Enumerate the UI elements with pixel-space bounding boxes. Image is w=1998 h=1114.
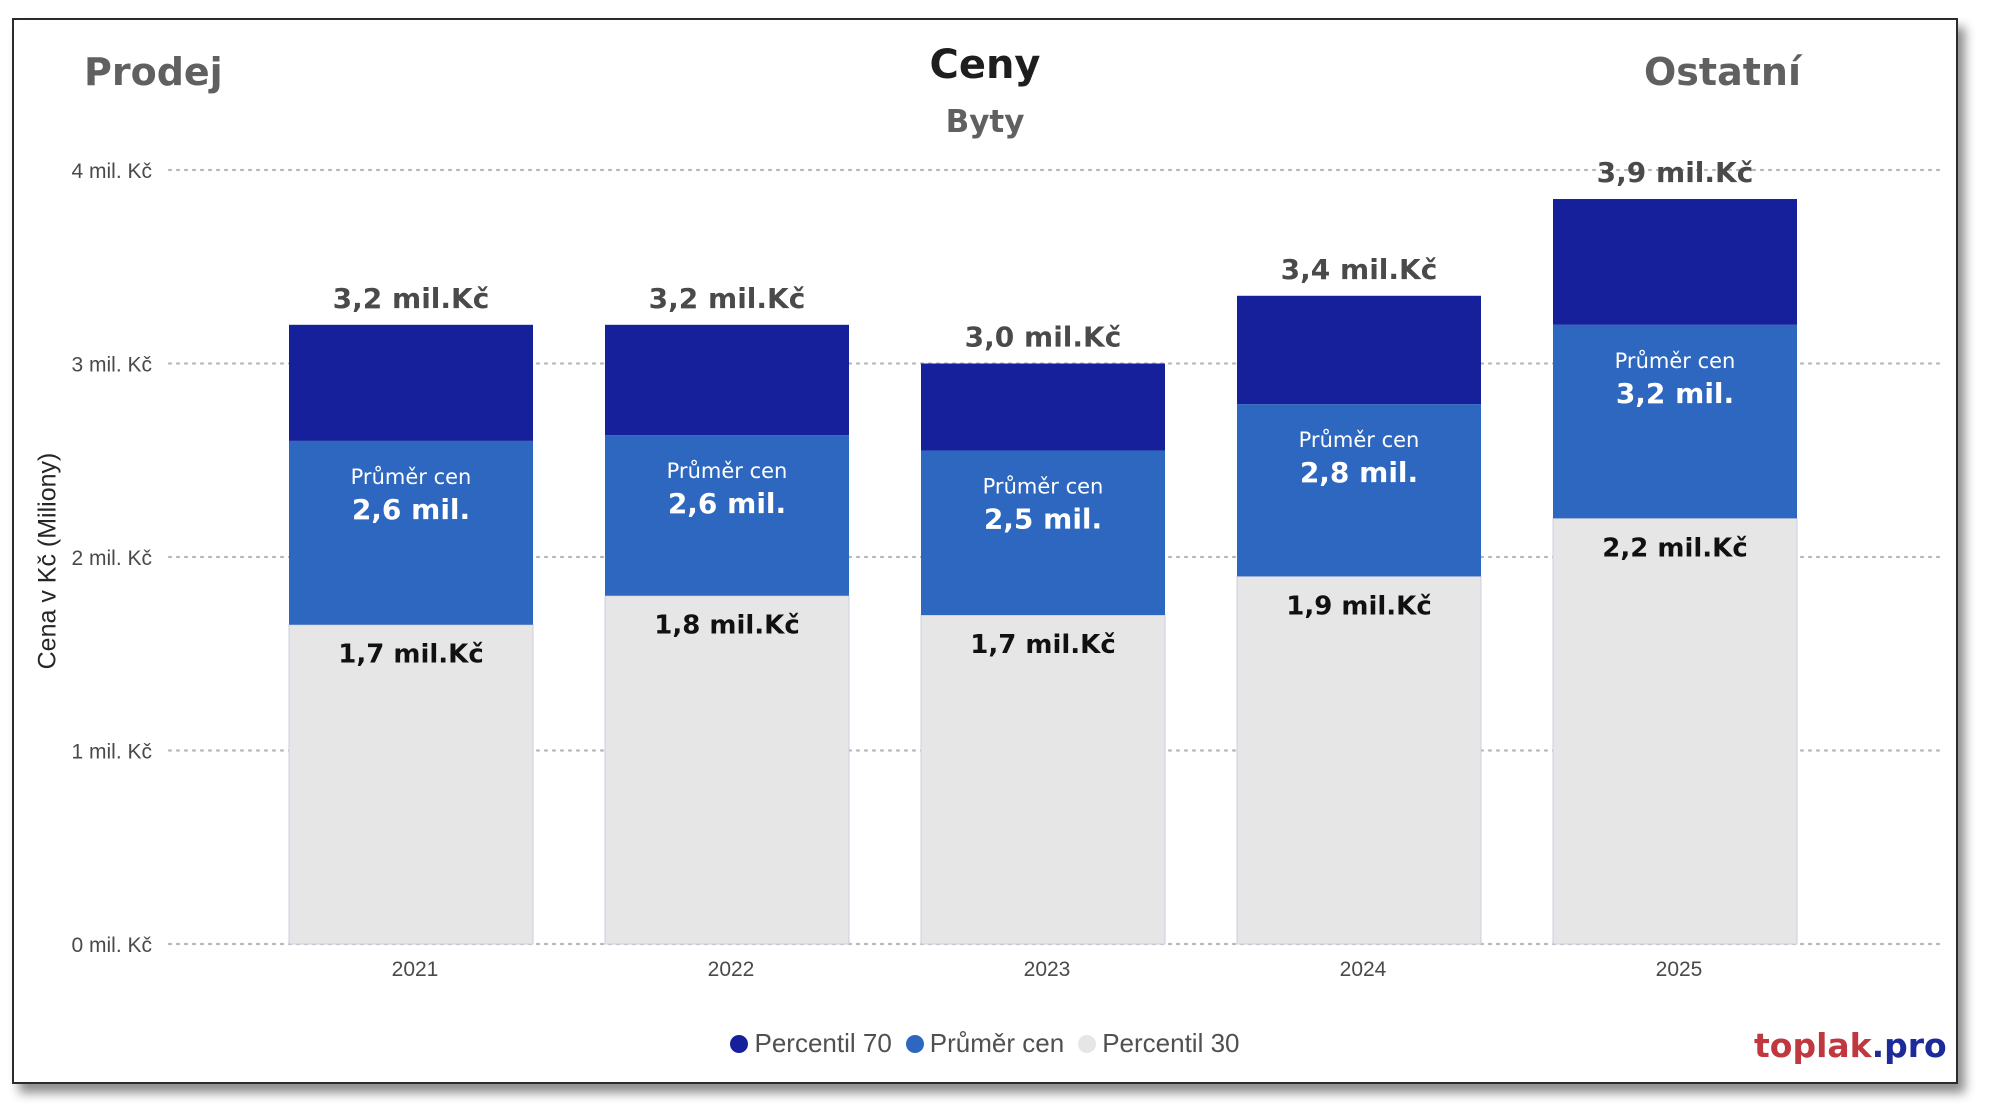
bar-percentil-70 bbox=[289, 324, 533, 441]
data-label-prumer-cen: 2,8 mil. bbox=[1300, 456, 1418, 489]
bar-prumer-cen bbox=[1237, 404, 1481, 577]
legend-item-percentil-70[interactable]: Percentil 70 bbox=[730, 1028, 892, 1059]
data-label-percentil-70: 3,0 mil.Kč bbox=[965, 321, 1122, 354]
data-label-percentil-30: 1,7 mil.Kč bbox=[970, 630, 1115, 660]
data-label-prumer-cen: 2,5 mil. bbox=[984, 503, 1102, 536]
bar-percentil-30 bbox=[1552, 517, 1798, 945]
bar-percentil-70 bbox=[1553, 199, 1797, 325]
bar-percentil-30 bbox=[288, 624, 534, 945]
x-tick-label: 2025 bbox=[1656, 958, 1703, 981]
data-label-percentil-70: 3,2 mil.Kč bbox=[333, 282, 490, 315]
brand-logo: toplak.pro bbox=[1754, 1026, 1947, 1065]
legend-label: Průměr cen bbox=[929, 1028, 1065, 1058]
x-tick-label: 2023 bbox=[1024, 958, 1071, 981]
bar-percentil-70 bbox=[921, 363, 1165, 451]
data-label-percentil-70: 3,2 mil.Kč bbox=[649, 282, 806, 315]
legend-dot-p70-icon bbox=[730, 1034, 749, 1053]
y-tick-label: 1 mil. Kč bbox=[71, 741, 152, 764]
header-left: Prodej bbox=[84, 50, 223, 94]
brand-part-1: toplak bbox=[1754, 1026, 1872, 1065]
data-label-percentil-70: 3,9 mil.Kč bbox=[1597, 156, 1754, 189]
data-label-avg-caption: Průměr cen bbox=[351, 465, 472, 489]
bar-prumer-cen bbox=[1553, 324, 1797, 519]
x-tick-label: 2024 bbox=[1340, 958, 1387, 981]
y-tick-label: 2 mil. Kč bbox=[71, 547, 152, 570]
chart-subtitle: Byty bbox=[945, 104, 1025, 140]
legend-label: Percentil 70 bbox=[754, 1028, 892, 1058]
data-label-avg-caption: Průměr cen bbox=[983, 475, 1104, 499]
bar-percentil-30 bbox=[920, 614, 1166, 945]
data-label-avg-caption: Průměr cen bbox=[667, 459, 788, 483]
bar-prumer-cen bbox=[605, 435, 849, 596]
data-label-avg-caption: Průměr cen bbox=[1299, 428, 1420, 452]
bar-percentil-70 bbox=[1237, 295, 1481, 405]
data-label-prumer-cen: 2,6 mil. bbox=[668, 487, 786, 520]
data-label-prumer-cen: 2,6 mil. bbox=[352, 493, 470, 526]
bar-chart: 0 mil. Kč 1 mil. Kč 2 mil. Kč 3 mil. Kč 4 mi… bbox=[71, 156, 1946, 981]
data-label-avg-caption: Průměr cen bbox=[1615, 349, 1736, 373]
legend: Percentil 70 Průměr cen Percentil 30 bbox=[14, 1028, 1956, 1059]
legend-item-prumer-cen[interactable]: Průměr cen bbox=[905, 1028, 1065, 1059]
legend-dot-avg-icon bbox=[905, 1034, 924, 1053]
y-tick-label: 4 mil. Kč bbox=[71, 160, 152, 183]
data-label-percentil-30: 1,9 mil.Kč bbox=[1286, 591, 1431, 621]
bar-percentil-30 bbox=[604, 595, 850, 945]
chart-frame: Prodej Ceny Byty Ostatní Cena v Kč (Mili… bbox=[12, 18, 1958, 1084]
y-tick-label: 3 mil. Kč bbox=[71, 354, 152, 377]
brand-dot: . bbox=[1871, 1026, 1885, 1065]
legend-item-percentil-30[interactable]: Percentil 30 bbox=[1078, 1028, 1240, 1059]
brand-part-2: pro bbox=[1884, 1026, 1947, 1065]
chart-title: Ceny bbox=[929, 42, 1041, 88]
legend-label: Percentil 30 bbox=[1102, 1028, 1240, 1058]
data-label-percentil-30: 1,7 mil.Kč bbox=[338, 640, 483, 670]
data-label-percentil-30: 1,8 mil.Kč bbox=[654, 611, 799, 641]
bar-prumer-cen bbox=[921, 450, 1165, 616]
data-label-percentil-70: 3,4 mil.Kč bbox=[1281, 253, 1438, 286]
header-right: Ostatní bbox=[1644, 50, 1801, 94]
bar-percentil-30 bbox=[1236, 575, 1482, 945]
data-label-prumer-cen: 3,2 mil. bbox=[1616, 377, 1734, 410]
x-tick-label: 2022 bbox=[708, 958, 755, 981]
legend-dot-p30-icon bbox=[1078, 1034, 1097, 1053]
x-tick-label: 2021 bbox=[392, 958, 439, 981]
y-tick-label: 0 mil. Kč bbox=[71, 934, 152, 957]
bar-percentil-70 bbox=[605, 324, 849, 436]
data-label-percentil-30: 2,2 mil.Kč bbox=[1602, 533, 1747, 563]
bar-prumer-cen bbox=[289, 440, 533, 625]
